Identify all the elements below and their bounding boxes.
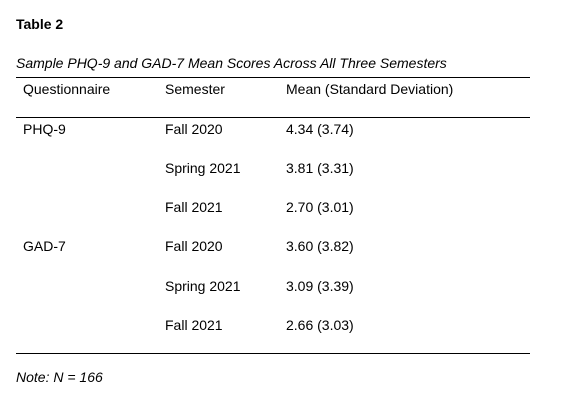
header-semester: Semester [165, 81, 225, 97]
cell-semester: Spring 2021 [165, 278, 241, 294]
cell-questionnaire: GAD-7 [23, 238, 66, 254]
cell-mean: 2.66 (3.03) [286, 317, 354, 333]
cell-questionnaire: PHQ-9 [23, 121, 66, 137]
cell-mean: 3.09 (3.39) [286, 278, 354, 294]
cell-semester: Spring 2021 [165, 160, 241, 176]
table-header-rule [16, 117, 530, 118]
table-label: Table 2 [16, 16, 64, 32]
header-mean: Mean (Standard Deviation) [286, 81, 454, 97]
cell-semester: Fall 2020 [165, 121, 223, 137]
cell-semester: Fall 2021 [165, 199, 223, 215]
cell-mean: 2.70 (3.01) [286, 199, 354, 215]
header-questionnaire: Questionnaire [23, 81, 111, 97]
table-bottom-rule [16, 353, 530, 354]
table-top-rule [16, 77, 530, 78]
cell-semester: Fall 2021 [165, 317, 223, 333]
table-note: Note: N = 166 [16, 369, 103, 385]
cell-mean: 3.60 (3.82) [286, 238, 354, 254]
cell-mean: 4.34 (3.74) [286, 121, 354, 137]
cell-semester: Fall 2020 [165, 238, 223, 254]
table-caption: Sample PHQ-9 and GAD-7 Mean Scores Acros… [16, 55, 447, 71]
cell-mean: 3.81 (3.31) [286, 160, 354, 176]
